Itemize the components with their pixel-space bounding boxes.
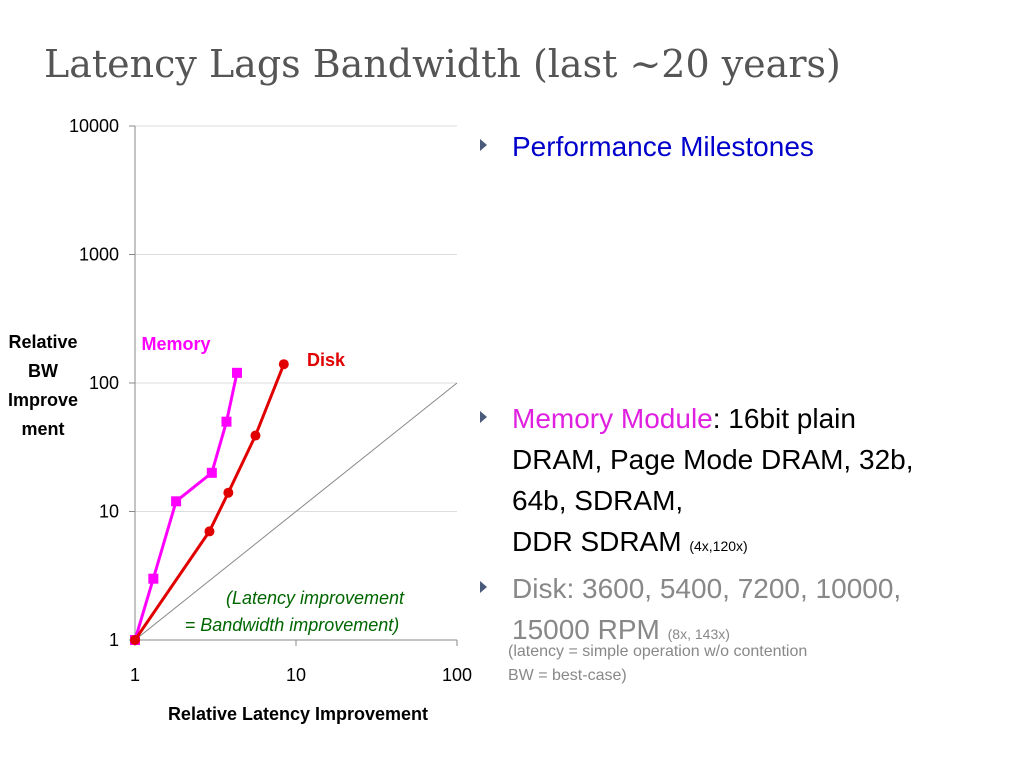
bullet-memory-module: Memory Module: 16bit plain DRAM, Page Mo… bbox=[480, 398, 1010, 567]
memory-point bbox=[206, 467, 217, 478]
bullet-text-line: DDR SDRAM bbox=[512, 526, 690, 557]
axis-ticks: 1 10 100 1000 10000 1 10 100 bbox=[69, 116, 472, 685]
bullet-text-line: Disk: 3600, 5400, 7200, 10000, bbox=[512, 573, 902, 604]
disk-point bbox=[223, 487, 234, 498]
y-axis-title-line: ment bbox=[21, 419, 65, 439]
bullet-arrow-icon bbox=[480, 581, 487, 593]
bullet-text-line: DRAM, Page Mode DRAM, 32b, bbox=[512, 444, 914, 475]
bullet-arrow-icon bbox=[480, 411, 487, 423]
footnote: (latency = simple operation w/o contenti… bbox=[508, 640, 807, 688]
chart: 1 10 100 1000 10000 1 10 100 Relative Latency I… bbox=[69, 116, 472, 724]
memory-point bbox=[231, 367, 242, 378]
memory-point bbox=[148, 573, 159, 584]
y-axis-title: Relative BW Improve ment bbox=[0, 328, 86, 444]
y-axis-title-line: Relative bbox=[8, 332, 78, 352]
slide-title: Latency Lags Bandwidth (last ~20 years) bbox=[44, 42, 841, 86]
memory-series-label: Memory bbox=[141, 334, 210, 354]
disk-point bbox=[130, 635, 140, 645]
disk-series-label: Disk bbox=[307, 350, 346, 370]
bullet-text: Memory Module: 16bit plain DRAM, Page Mo… bbox=[512, 398, 1010, 567]
disk-point bbox=[250, 430, 261, 441]
y-axis-title-line: Improve bbox=[7, 390, 79, 410]
bullet-text-line: 64b, SDRAM, bbox=[512, 485, 684, 516]
y-tick-label: 1 bbox=[109, 630, 119, 650]
memory-point bbox=[221, 416, 232, 427]
memory-ratio: (4x,120x) bbox=[689, 538, 748, 554]
bullet-arrow-icon bbox=[480, 139, 487, 151]
bullet-text-line: : 16bit plain bbox=[712, 403, 856, 434]
bullet-performance-milestones: Performance Milestones bbox=[480, 126, 1010, 167]
equality-line bbox=[134, 382, 458, 641]
reference-line bbox=[134, 382, 458, 641]
footnote-line: (latency = simple operation w/o contenti… bbox=[508, 643, 808, 660]
bullet-text: Performance Milestones bbox=[512, 131, 814, 162]
bullet-text: Disk: 3600, 5400, 7200, 10000, 15000 RPM… bbox=[512, 568, 1010, 655]
disk-point bbox=[204, 526, 215, 537]
y-tick-label: 10 bbox=[99, 502, 119, 522]
series-line-memory bbox=[133, 372, 239, 641]
labels: Relative Latency Improvement (Latency imp… bbox=[141, 334, 428, 724]
disk-ratio: (8x, 143x) bbox=[667, 626, 730, 642]
grid-lines bbox=[135, 125, 457, 512]
bullet-text-line: 15000 RPM bbox=[512, 614, 668, 645]
y-axis-title-line: BW bbox=[28, 361, 58, 381]
series-disk bbox=[130, 359, 289, 645]
footnote-line: BW = best-case) bbox=[508, 667, 627, 684]
x-tick-label: 1 bbox=[130, 665, 140, 685]
reference-annotation: = Bandwidth improvement) bbox=[185, 615, 400, 635]
y-tick-label: 10000 bbox=[69, 116, 119, 136]
x-tick-label: 10 bbox=[286, 665, 306, 685]
series bbox=[130, 359, 289, 645]
x-tick-label: 100 bbox=[442, 665, 472, 685]
memory-point bbox=[171, 496, 182, 507]
y-tick-label: 100 bbox=[89, 373, 119, 393]
y-tick-label: 1000 bbox=[79, 245, 119, 265]
bullet-disk: Disk: 3600, 5400, 7200, 10000, 15000 RPM… bbox=[480, 568, 1010, 655]
x-axis-title: Relative Latency Improvement bbox=[168, 704, 428, 724]
memory-module-highlight: Memory Module bbox=[512, 403, 713, 434]
disk-point bbox=[278, 359, 289, 370]
reference-annotation: (Latency improvement bbox=[226, 588, 405, 608]
